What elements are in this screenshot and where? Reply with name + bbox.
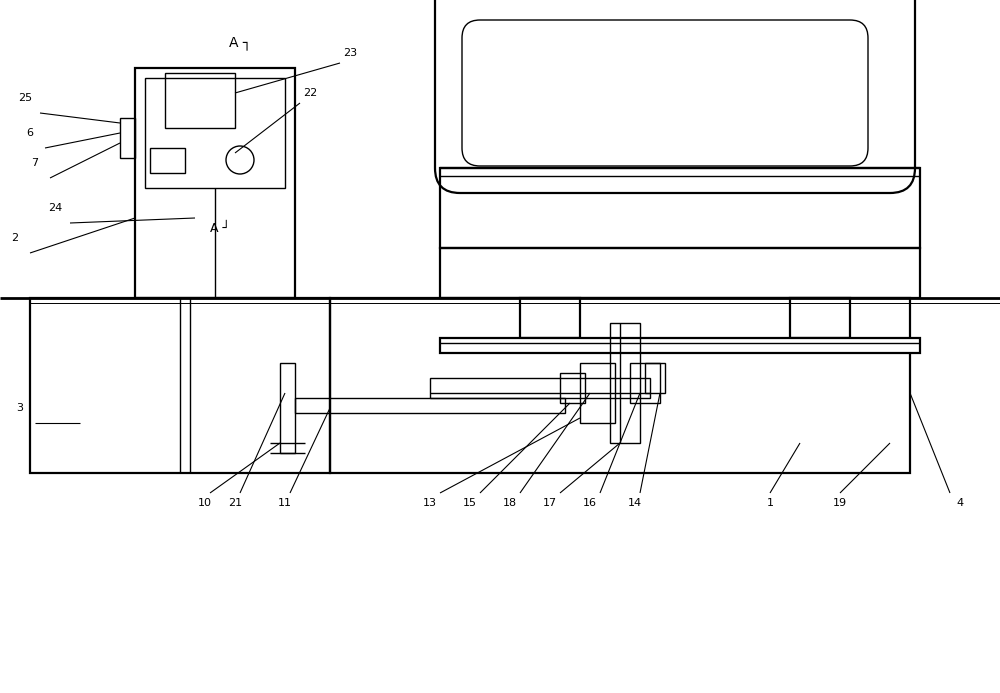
- Bar: [280, 363, 295, 453]
- Bar: [145, 78, 285, 188]
- Text: 23: 23: [343, 48, 357, 58]
- Bar: [440, 248, 920, 298]
- Text: 16: 16: [583, 498, 597, 508]
- Bar: [580, 363, 615, 423]
- Text: 18: 18: [503, 498, 517, 508]
- Text: A ┘: A ┘: [210, 222, 230, 234]
- Bar: [645, 363, 665, 393]
- Text: 17: 17: [543, 498, 557, 508]
- Text: 6: 6: [26, 128, 34, 138]
- Text: A ┐: A ┐: [229, 36, 251, 50]
- Text: 19: 19: [833, 498, 847, 508]
- Text: 22: 22: [303, 88, 317, 98]
- Bar: [150, 148, 185, 173]
- Bar: [135, 68, 295, 298]
- Text: 2: 2: [11, 233, 19, 243]
- Bar: [30, 298, 330, 473]
- Bar: [610, 323, 640, 443]
- Bar: [120, 118, 135, 158]
- Text: 3: 3: [16, 403, 24, 413]
- Text: 24: 24: [48, 203, 62, 213]
- Bar: [630, 363, 660, 403]
- Text: 11: 11: [278, 498, 292, 508]
- Bar: [430, 378, 650, 398]
- Bar: [560, 373, 585, 403]
- Bar: [440, 338, 920, 353]
- Bar: [330, 298, 910, 473]
- Bar: [440, 168, 920, 248]
- Bar: [790, 298, 850, 338]
- Text: 21: 21: [228, 498, 242, 508]
- Text: 7: 7: [31, 158, 39, 168]
- Text: 25: 25: [18, 93, 32, 103]
- Bar: [165, 73, 235, 128]
- Text: 14: 14: [628, 498, 642, 508]
- Text: 13: 13: [423, 498, 437, 508]
- Text: 1: 1: [767, 498, 774, 508]
- Text: 4: 4: [956, 498, 964, 508]
- Text: 15: 15: [463, 498, 477, 508]
- Text: 10: 10: [198, 498, 212, 508]
- Bar: [295, 398, 565, 413]
- Bar: [520, 298, 580, 338]
